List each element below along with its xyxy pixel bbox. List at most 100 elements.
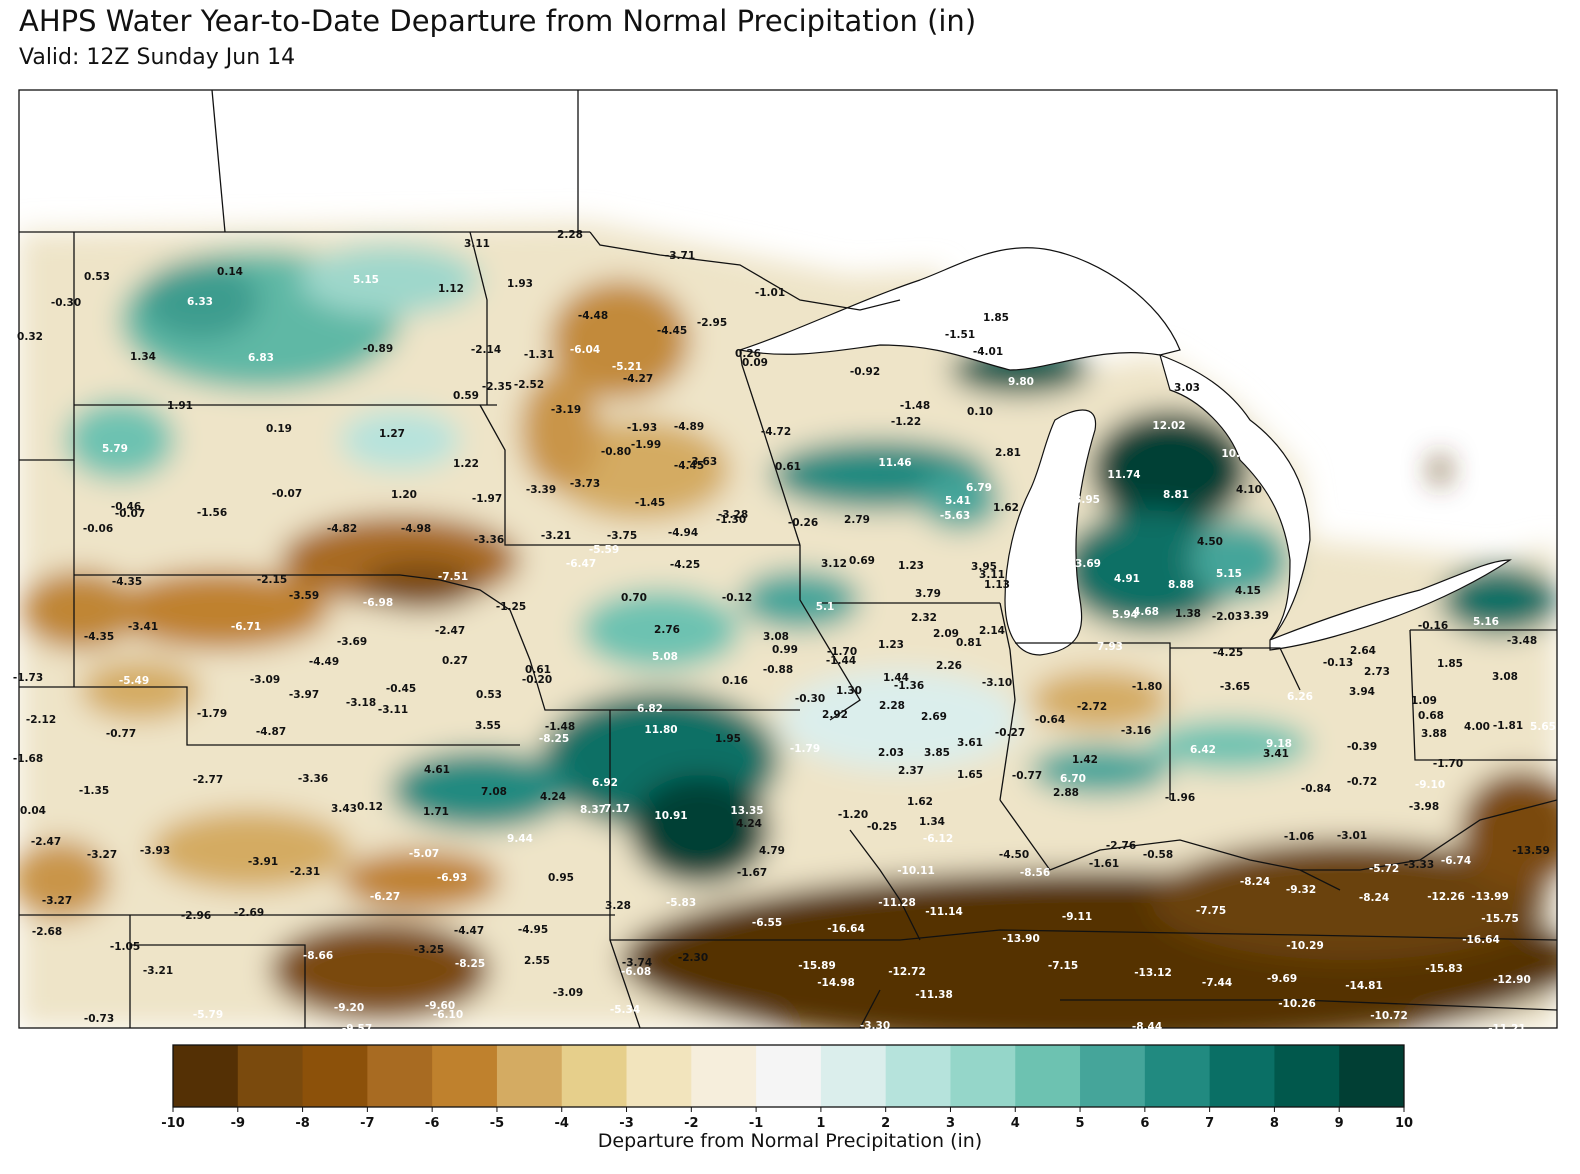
station-value-label: 1.27: [379, 428, 405, 440]
station-value-label: 9.80: [1008, 376, 1034, 388]
station-value-label: 5.79: [102, 443, 128, 455]
station-value-label: 2.64: [1350, 645, 1376, 657]
station-value-label: 0.68: [1418, 710, 1444, 722]
station-value-label: -15.83: [1425, 963, 1463, 975]
station-value-label: -9.20: [334, 1002, 364, 1014]
station-value-label: -1.36: [894, 680, 924, 692]
station-value-label: -10.72: [1370, 1010, 1408, 1022]
station-value-label: -4.98: [401, 523, 431, 535]
station-value-label: -4.27: [623, 373, 653, 385]
station-value-label: 3.08: [1492, 671, 1518, 683]
station-value-label: -1.61: [1089, 858, 1119, 870]
station-value-label: -0.12: [722, 592, 752, 604]
station-value-label: -4.82: [327, 523, 357, 535]
station-value-label: 6.42: [1190, 744, 1216, 756]
colorbar-swatch: [367, 1045, 433, 1107]
station-value-label: 0.16: [722, 675, 748, 687]
station-value-label: -14.81: [1345, 980, 1383, 992]
station-value-label: -2.52: [514, 379, 544, 391]
station-value-label: -0.64: [1035, 714, 1065, 726]
station-value-label: -2.96: [181, 910, 211, 922]
station-value-label: -8.66: [303, 950, 333, 962]
station-value-label: -2.77: [193, 774, 223, 786]
station-value-label: -6.74: [1441, 855, 1471, 867]
station-value-label: -2.47: [435, 625, 465, 637]
station-value-label: 0.69: [849, 555, 875, 567]
colorbar-tick-label: 10: [1395, 1116, 1413, 1131]
station-value-label: -4.47: [454, 925, 484, 937]
colorbar-tick-label: 8: [1270, 1116, 1279, 1131]
station-value-label: -2.95: [697, 317, 727, 329]
colorbar-tick-label: -2: [684, 1116, 698, 1131]
station-value-label: -2.14: [471, 344, 501, 356]
station-value-label: -14.98: [817, 977, 855, 989]
station-value-label: 1.93: [507, 278, 533, 290]
station-value-label: 12.02: [1152, 420, 1185, 432]
colorbar-tick-label: 6: [1140, 1116, 1149, 1131]
station-value-label: -3.41: [128, 621, 158, 633]
station-value-label: -1.93: [627, 422, 657, 434]
station-value-label: -5.79: [193, 1009, 223, 1021]
station-value-label: -0.92: [850, 366, 880, 378]
station-value-label: -4.35: [112, 576, 142, 588]
station-value-label: 2.76: [654, 624, 680, 636]
station-value-label: -0.27: [995, 727, 1025, 739]
station-value-label: -1.68: [13, 753, 43, 765]
station-value-label: -5.34: [610, 1004, 640, 1016]
station-value-label: 1.62: [993, 502, 1019, 514]
station-value-label: -3.27: [42, 895, 72, 907]
station-value-label: 0.27: [442, 655, 468, 667]
station-value-label: -1.79: [790, 743, 820, 755]
station-value-label: 0.70: [621, 592, 647, 604]
station-value-label: -6.98: [363, 597, 393, 609]
station-value-label: -2.31: [290, 866, 320, 878]
colorbar-swatch: [1015, 1045, 1081, 1107]
colorbar-tick-label: -6: [425, 1116, 439, 1131]
station-value-label: -0.84: [1301, 783, 1331, 795]
colorbar-tick-label: -10: [161, 1116, 185, 1131]
canada-region: [580, 90, 1557, 390]
station-value-label: -3.74: [622, 957, 652, 969]
station-value-label: 1.22: [453, 458, 479, 470]
station-value-label: 3.11: [979, 569, 1005, 581]
station-value-label: -1.56: [197, 507, 227, 519]
station-value-label: -9.69: [1267, 973, 1297, 985]
station-value-label: 0.09: [742, 357, 768, 369]
station-value-label: -3.36: [474, 534, 504, 546]
station-value-label: -3.65: [1220, 681, 1250, 693]
map-frame: [18, 89, 1558, 1029]
station-value-label: -2.12: [26, 714, 56, 726]
station-value-label: 3.95: [1074, 494, 1100, 506]
station-value-label: 11.46: [878, 457, 911, 469]
station-value-label: -8.25: [455, 958, 485, 970]
station-value-label: 6.26: [1287, 691, 1313, 703]
station-value-label: -2.15: [257, 574, 287, 586]
station-value-label: 1.91: [167, 400, 193, 412]
station-value-label: 3.88: [1421, 728, 1447, 740]
station-value-label: -4.50: [999, 849, 1029, 861]
station-value-label: 4.10: [1236, 484, 1262, 496]
station-value-label: 2.37: [898, 765, 924, 777]
station-value-label: -9.57: [342, 1023, 372, 1035]
station-value-label: -5.21: [612, 361, 642, 373]
station-value-label: 7.08: [481, 786, 507, 798]
station-value-label: 1.44: [883, 672, 909, 684]
station-value-label: -7.51: [438, 571, 468, 583]
station-value-label: -16.64: [827, 923, 865, 935]
colorbar-swatch: [691, 1045, 757, 1107]
station-value-label: -3.36: [298, 773, 328, 785]
station-value-label: -15.89: [798, 960, 836, 972]
station-value-label: -6.10: [433, 1009, 463, 1021]
colorbar-tick-label: -5: [490, 1116, 504, 1131]
station-value-label: -6.27: [370, 891, 400, 903]
station-value-label: 4.00: [1464, 721, 1490, 733]
station-value-label: -0.45: [386, 683, 416, 695]
station-value-label: 4.61: [424, 764, 450, 776]
station-value-label: 5.15: [353, 274, 379, 286]
station-value-label: -3.71: [665, 250, 695, 262]
station-value-label: -1.06: [1284, 831, 1314, 843]
station-value-label: 0.26: [735, 348, 761, 360]
station-value-label: 1.13: [984, 579, 1010, 591]
station-value-label: 5.16: [1473, 616, 1499, 628]
station-value-label: -0.26: [788, 517, 818, 529]
